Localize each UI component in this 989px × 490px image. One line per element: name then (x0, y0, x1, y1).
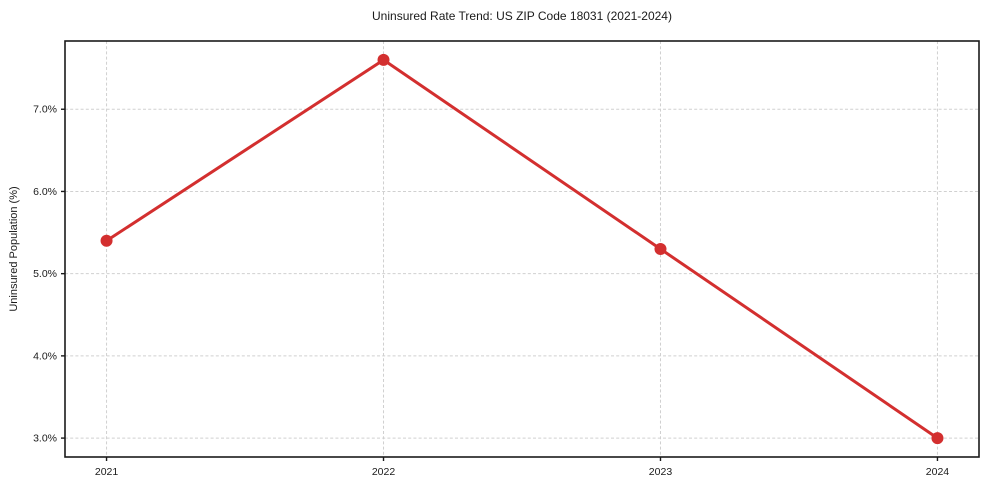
plot-border (64, 40, 980, 458)
data-point (931, 432, 944, 445)
chart-title: Uninsured Rate Trend: US ZIP Code 18031 … (372, 9, 672, 23)
y-tick-label: 3.0% (33, 433, 57, 445)
x-tick-label: 2023 (649, 466, 673, 478)
data-point (654, 243, 667, 255)
x-tick-label: 2022 (372, 466, 396, 478)
x-tick-label: 2024 (926, 466, 950, 478)
trend-line (105, 58, 939, 440)
data-point (100, 234, 113, 247)
data-point (377, 53, 390, 66)
y-tick-label: 4.0% (33, 350, 57, 362)
y-tick-label: 7.0% (33, 104, 57, 116)
y-tick-label: 6.0% (33, 186, 57, 198)
x-tick-label: 2021 (95, 466, 119, 478)
y-tick-label: 5.0% (33, 268, 57, 280)
